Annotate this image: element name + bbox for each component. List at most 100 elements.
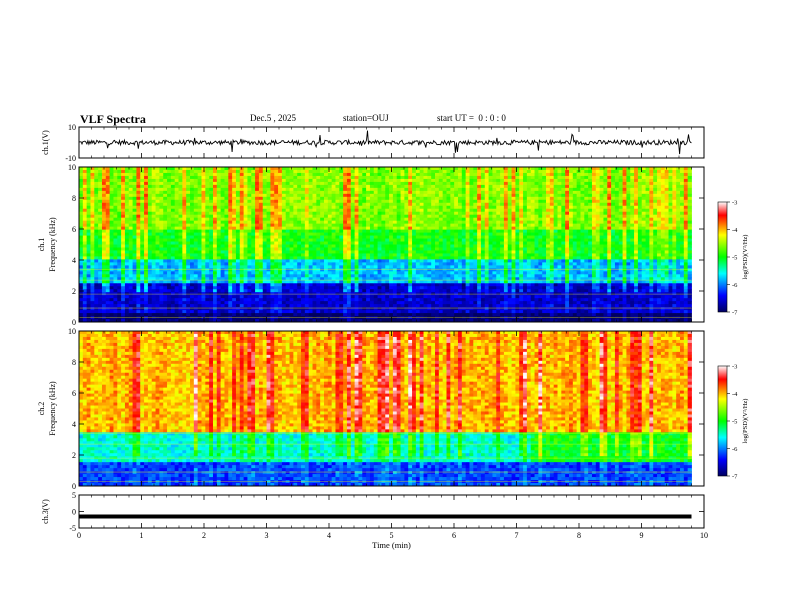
spectrogram-ch1-cell: [82, 199, 88, 204]
spectrogram-ch1-cell: [121, 268, 126, 272]
spectrogram-ch1-cell: [197, 244, 202, 248]
spectrogram-ch1-cell: [274, 271, 279, 275]
spectrogram-ch1-cell: [369, 223, 375, 228]
spectrogram-ch1-cell: [113, 178, 118, 183]
spectrogram-ch1-cell: [415, 175, 421, 180]
spectrogram-ch1-cell: [423, 226, 428, 230]
spectrogram-ch1-cell: [331, 190, 336, 195]
spectrogram-ch1-cell: [285, 253, 290, 257]
spectrogram-ch1-cell: [82, 175, 88, 180]
spectrogram-ch1-cell: [362, 247, 367, 251]
spectrogram-ch1-cell: [109, 319, 114, 323]
spectrogram-ch1-cell: [389, 262, 394, 266]
spectrogram-ch1-cell: [155, 280, 160, 284]
spectrogram-ch1-cell: [270, 217, 275, 222]
spectrogram-ch1-cell: [335, 298, 340, 302]
spectrogram-ch1-cell: [327, 244, 333, 248]
spectrogram-ch1-cell: [412, 271, 417, 275]
spectrogram-ch1-cell: [346, 235, 352, 239]
spectrogram-ch1-cell: [362, 301, 367, 305]
spectrogram-ch1-cell: [369, 301, 375, 305]
spectrogram-ch1-cell: [320, 193, 325, 198]
spectrogram-ch1-cell: [343, 244, 348, 248]
spectrogram-ch1-cell: [182, 298, 187, 302]
spectrogram-ch1-cell: [358, 232, 363, 236]
spectrogram-ch1-cell: [297, 277, 302, 281]
spectrogram-ch1-cell: [79, 277, 84, 281]
spectrogram-ch1-cell: [435, 175, 440, 180]
spectrogram-ch1-cell: [228, 250, 233, 254]
spectrogram-ch1-cell: [381, 247, 386, 251]
spectrogram-ch1-cell: [423, 223, 428, 228]
spectrogram-ch1-cell: [396, 238, 401, 242]
spectrogram-ch1-cell: [117, 277, 122, 281]
spectrogram-ch1-cell: [304, 232, 310, 236]
spectrogram-ch1-cell: [90, 226, 95, 230]
spectrogram-ch1-cell: [190, 313, 195, 317]
spectrogram-ch1-cell: [193, 307, 199, 311]
spectrogram-ch1-cell: [415, 250, 421, 254]
spectrogram-ch1-cell: [255, 274, 260, 278]
spectrogram-ch1-cell: [335, 271, 340, 275]
spectrogram-ch1-cell: [159, 187, 164, 192]
spectrogram-ch1-cell: [385, 250, 390, 254]
spectrogram-ch1-cell: [121, 178, 126, 183]
spectrogram-ch1-cell: [435, 208, 440, 213]
spectrogram-ch1-cell: [274, 187, 279, 192]
spectrogram-ch1-cell: [304, 256, 310, 260]
spectrogram-ch1-cell: [358, 283, 363, 287]
spectrogram-ch1-cell: [128, 253, 133, 257]
spectrogram-ch1-cell: [235, 199, 241, 204]
spectrogram-ch1-cell: [343, 256, 348, 260]
spectrogram-ch1-cell: [415, 259, 421, 263]
spectrogram-ch1-cell: [82, 286, 88, 290]
spectrogram-ch1-cell: [324, 295, 329, 299]
spectrogram-ch1-cell: [121, 250, 126, 254]
spectrogram-ch1-cell: [209, 271, 214, 275]
spectrogram-ch1-cell: [278, 226, 283, 230]
spectrogram-ch1-cell: [228, 193, 233, 198]
spectrogram-ch1-cell: [151, 169, 156, 174]
spectrogram-ch1-cell: [228, 202, 233, 207]
spectrogram-ch1-cell: [220, 292, 225, 296]
spectrogram-ch1-cell: [373, 301, 378, 305]
spectrogram-ch1-cell: [121, 310, 126, 314]
spectrogram-ch1-cell: [186, 205, 191, 210]
spectrogram-ch1-cell: [301, 292, 306, 296]
spectrogram-ch1-cell: [358, 193, 363, 198]
spectrogram-ch1-cell: [128, 223, 133, 228]
spectrogram-ch1-cell: [128, 316, 133, 320]
spectrogram-ch1-cell: [79, 172, 84, 177]
spectrogram-ch1-cell: [258, 223, 264, 228]
spectrogram-ch1-cell: [159, 184, 164, 189]
spectrogram-ch1-cell: [174, 223, 179, 228]
spectrogram-ch1-cell: [392, 205, 398, 210]
spectrogram-ch1-cell: [224, 262, 229, 266]
spectrogram-ch1-cell: [220, 286, 225, 290]
spectrogram-ch1-cell: [190, 193, 195, 198]
spectrogram-ch1-cell: [400, 313, 405, 317]
spectrogram-ch1-cell: [396, 298, 401, 302]
spectrogram-ch1-cell: [178, 193, 183, 198]
spectrogram-ch1-cell: [324, 178, 329, 183]
spectrogram-ch1-cell: [159, 259, 164, 263]
spectrogram-ch1-cell: [105, 250, 111, 254]
spectrogram-ch1-cell: [205, 241, 210, 245]
spectrogram-ch1-cell: [124, 199, 130, 204]
spectrogram-ch1-cell: [212, 304, 218, 308]
spectrogram-ch1-cell: [301, 304, 306, 308]
spectrogram-ch1-cell: [128, 232, 133, 236]
spectrogram-ch1-cell: [101, 229, 107, 233]
spectrogram-ch1-cell: [186, 193, 191, 198]
spectrogram-ch1-cell: [369, 265, 375, 269]
spectrogram-ch1-cell: [220, 316, 225, 320]
spectrogram-ch1-cell: [435, 211, 440, 216]
spectrogram-ch1-cell: [396, 167, 401, 171]
spectrogram-ch1-cell: [373, 196, 378, 201]
spectrogram-ch1-cell: [308, 253, 313, 257]
spectrogram-ch1-cell: [308, 226, 313, 230]
spectrogram-ch1-cell: [90, 262, 95, 266]
spectrogram-ch1-cell: [124, 265, 130, 269]
spectrogram-ch1-cell: [136, 232, 141, 236]
